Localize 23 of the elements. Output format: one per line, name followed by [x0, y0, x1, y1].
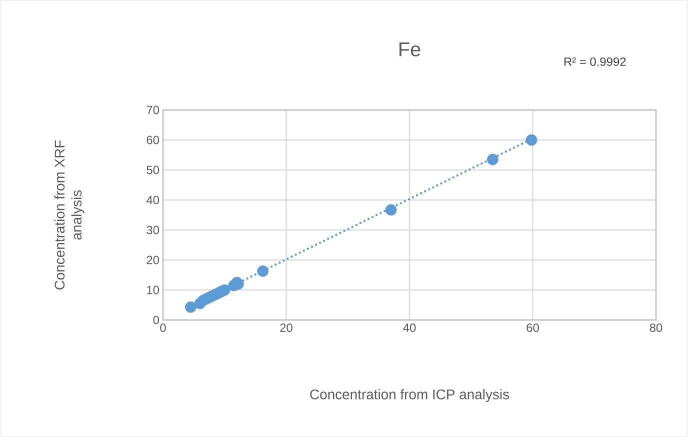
text: R² = 0.9992 — [564, 57, 626, 66]
y-tick-label: 40 — [146, 196, 160, 204]
point — [487, 154, 498, 166]
point — [218, 284, 230, 296]
y-tick-label: 20 — [146, 256, 160, 264]
y-tick-label: 60 — [146, 136, 160, 144]
point — [257, 265, 269, 277]
x-tick-label: 0 — [160, 324, 166, 332]
x-tick-label: 40 — [403, 324, 416, 332]
point — [385, 204, 397, 216]
x-tick-label: 60 — [526, 324, 539, 332]
y-tick-label: 30 — [146, 226, 160, 234]
y-tick-label: 10 — [147, 286, 160, 294]
y-tick-label: 0 — [153, 316, 160, 324]
chart-title: Fe — [400, 42, 420, 56]
x-axis-title: Concentration from ICP analysis — [310, 389, 509, 402]
x-tick-label: 20 — [280, 324, 292, 332]
point — [185, 301, 196, 313]
y-tick-label: 50 — [146, 166, 160, 174]
y-axis-title: Concentration from XRF analysis — [54, 140, 84, 290]
x-tick-label: 80 — [650, 324, 662, 332]
point — [526, 134, 538, 146]
y-tick-label: 70 — [146, 106, 160, 114]
